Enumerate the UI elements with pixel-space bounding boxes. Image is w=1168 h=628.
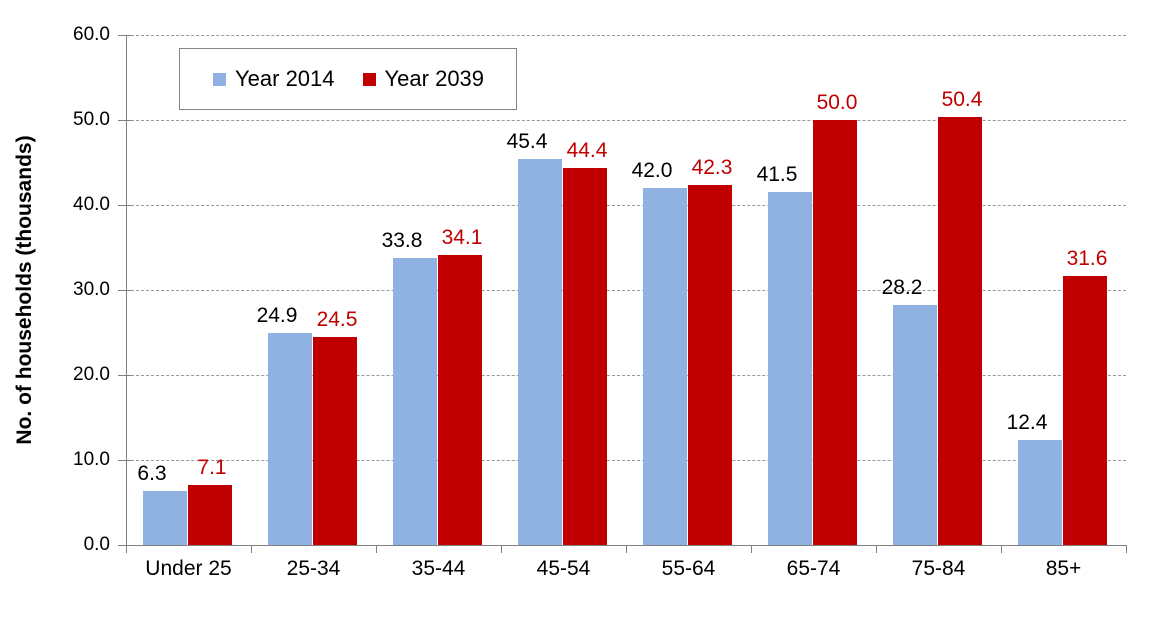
- y-axis-tick-label: 10.0: [73, 449, 110, 470]
- gridline: [126, 35, 1126, 36]
- bar-year-2014-85: [1018, 439, 1062, 545]
- x-axis-tick-mark: [1001, 546, 1002, 553]
- gridline: [126, 205, 1126, 206]
- legend-swatch-year-2039-icon: [362, 72, 376, 86]
- legend-label-year-2014: Year 2014: [235, 66, 335, 91]
- bar-year-2039-85: [1063, 276, 1107, 545]
- x-axis-tick-mark: [876, 546, 877, 553]
- data-label-year-2014-75-84: 28.2: [881, 276, 923, 300]
- x-axis-label-85: 85+: [1045, 557, 1082, 580]
- x-axis-line: [126, 545, 1127, 546]
- y-axis-tick-label: 0.0: [83, 534, 110, 555]
- data-label-year-2039-under-25: 7.1: [197, 455, 227, 479]
- gridline: [126, 290, 1126, 291]
- x-axis-label-65-74: 65-74: [786, 557, 841, 580]
- bar-year-2014-25-34: [268, 333, 312, 545]
- y-axis-tick-mark: [118, 375, 131, 376]
- x-axis-label-45-54: 45-54: [536, 557, 591, 580]
- y-axis-tick-label: 20.0: [73, 364, 110, 385]
- y-axis-tick-mark: [118, 35, 131, 36]
- bar-year-2039-55-64: [688, 185, 732, 545]
- data-label-year-2039-85: 31.6: [1066, 247, 1108, 271]
- x-axis-tick-mark: [751, 546, 752, 553]
- y-axis-line: [126, 35, 127, 552]
- legend-item-year-2014: Year 2014: [213, 66, 335, 92]
- gridline: [126, 120, 1126, 121]
- data-label-year-2039-65-74: 50.0: [816, 91, 858, 114]
- gridline: [126, 460, 1126, 461]
- x-axis-label-25-34: 25-34: [286, 557, 341, 580]
- legend-label-year-2039: Year 2039: [384, 66, 485, 91]
- bar-year-2039-45-54: [563, 167, 607, 545]
- bar-year-2039-65-74: [813, 120, 857, 545]
- bar-year-2014-55-64: [643, 188, 687, 545]
- bar-year-2039-under-25: [188, 484, 232, 545]
- data-label-year-2039-45-54: 44.4: [566, 138, 608, 162]
- bar-year-2014-75-84: [893, 305, 937, 545]
- x-axis-tick-mark: [126, 546, 127, 553]
- data-label-year-2014-25-34: 24.9: [256, 304, 298, 328]
- data-label-year-2014-55-64: 42.0: [631, 159, 673, 182]
- x-axis-label-35-44: 35-44: [411, 557, 466, 580]
- bar-year-2014-35-44: [393, 257, 437, 545]
- y-axis-tick-label: 30.0: [73, 279, 110, 300]
- x-axis-label-under-25: Under 25: [145, 557, 232, 580]
- x-axis-tick-mark: [376, 546, 377, 553]
- data-label-year-2039-55-64: 42.3: [691, 156, 733, 180]
- y-axis-tick-label: 60.0: [73, 24, 110, 45]
- data-label-year-2014-85: 12.4: [1006, 410, 1048, 434]
- gridline: [126, 375, 1126, 376]
- data-label-year-2014-45-54: 45.4: [506, 130, 548, 154]
- legend: Year 2014 Year 2039: [179, 48, 517, 110]
- x-axis-tick-mark: [1126, 546, 1127, 553]
- data-label-year-2014-65-74: 41.5: [756, 163, 798, 187]
- data-label-year-2039-35-44: 34.1: [441, 226, 483, 250]
- y-axis-tick-label: 40.0: [73, 194, 110, 215]
- x-axis-label-55-64: 55-64: [661, 557, 716, 580]
- x-axis-label-75-84: 75-84: [911, 557, 966, 580]
- legend-item-year-2039: Year 2039: [362, 66, 485, 92]
- y-axis-tick-label: 50.0: [73, 109, 110, 130]
- data-label-year-2014-under-25: 6.3: [137, 462, 167, 486]
- bar-year-2014-45-54: [518, 159, 562, 545]
- y-axis-tick-mark: [118, 545, 131, 546]
- legend-swatch-year-2014-icon: [213, 72, 226, 86]
- bar-year-2014-65-74: [768, 192, 812, 545]
- y-axis-tick-mark: [118, 460, 131, 461]
- bar-year-2039-25-34: [313, 336, 357, 545]
- x-axis-tick-mark: [251, 546, 252, 553]
- x-axis-tick-mark: [626, 546, 627, 553]
- y-axis-tick-mark: [118, 290, 131, 291]
- bar-year-2014-under-25: [143, 491, 187, 545]
- data-label-year-2039-25-34: 24.5: [316, 307, 358, 331]
- y-axis-tick-mark: [118, 120, 131, 121]
- bar-year-2039-35-44: [438, 255, 482, 545]
- bar-year-2039-75-84: [938, 116, 982, 545]
- y-axis-tick-mark: [118, 205, 131, 206]
- data-label-year-2014-35-44: 33.8: [381, 228, 423, 252]
- data-label-year-2039-75-84: 50.4: [941, 87, 983, 111]
- x-axis-tick-mark: [501, 546, 502, 553]
